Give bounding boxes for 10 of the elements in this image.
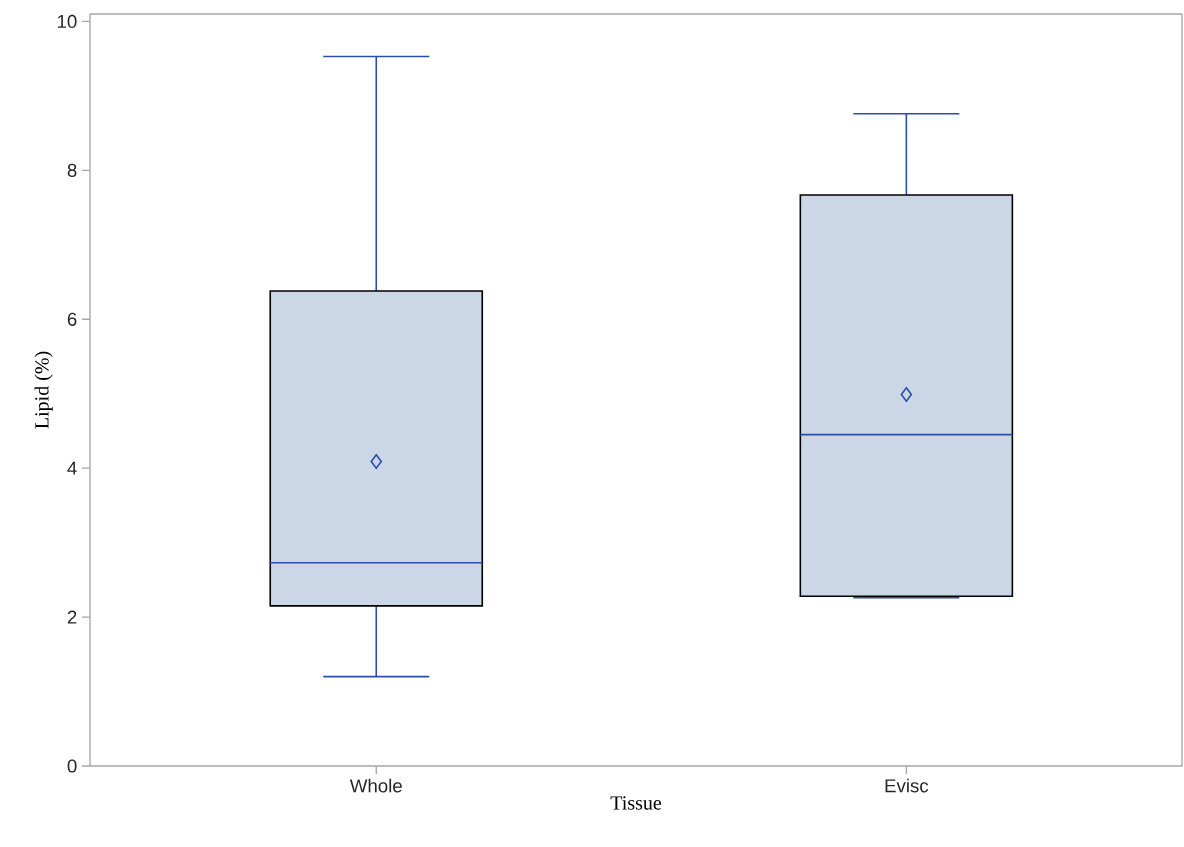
y-tick-label: 0 bbox=[67, 759, 77, 773]
y-tick-label: 4 bbox=[67, 461, 77, 475]
x-tick-label: Evisc bbox=[885, 778, 929, 793]
y-tick-label: 8 bbox=[67, 163, 77, 177]
y-tick-label: 6 bbox=[67, 312, 77, 326]
x-tick-label: Whole bbox=[349, 778, 402, 793]
y-tick-label: 10 bbox=[57, 14, 77, 29]
y-tick-label: 2 bbox=[67, 610, 77, 624]
y-axis-title: Lipid (%) bbox=[34, 351, 53, 429]
x-axis-title: Tissue bbox=[610, 796, 662, 810]
